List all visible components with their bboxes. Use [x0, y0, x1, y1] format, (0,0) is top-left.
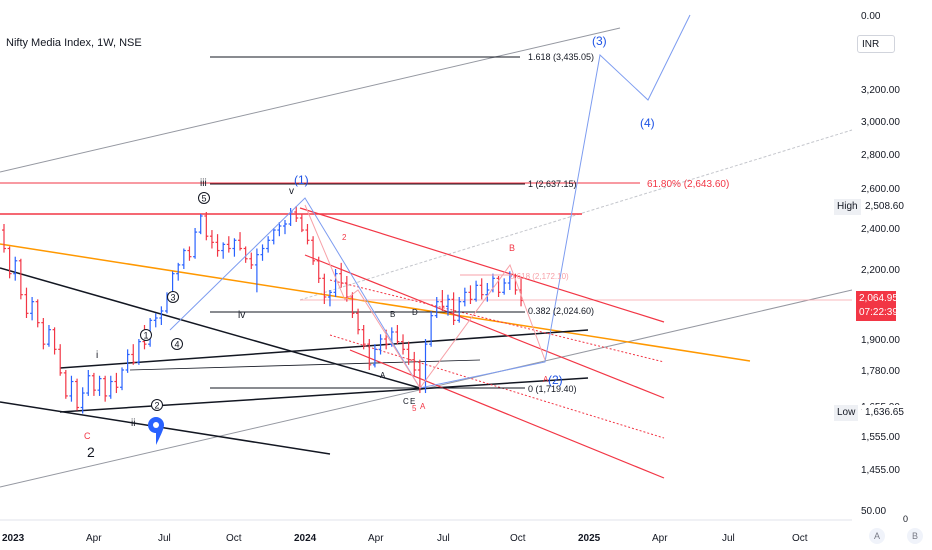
- currency-badge[interactable]: INR: [857, 35, 895, 53]
- x-tick-label: Oct: [510, 533, 526, 544]
- red-dotted-channel-1: [329, 279, 665, 363]
- orange-trendline: [0, 243, 751, 362]
- circled-wave-label: 1: [143, 331, 148, 341]
- x-tick-label: 2024: [294, 533, 317, 544]
- black-wave-label: v: [289, 186, 294, 197]
- black-wave-label: i: [96, 350, 98, 361]
- axis-zero-label: 0: [903, 514, 909, 524]
- black-small-label: E: [410, 397, 415, 406]
- wave-labels: 1.618 (3,435.05) 1 (2,637.15) 0.382 (2,024…: [84, 34, 729, 460]
- black-trendline-lower: [0, 401, 331, 455]
- red-wave-label: A: [543, 375, 549, 384]
- x-tick-label: Oct: [792, 533, 808, 544]
- time-axis[interactable]: 2023 Apr Jul Oct 2024 Apr Jul Oct 2025 Apr Jul Oct: [0, 519, 852, 544]
- x-tick-label: Jul: [722, 533, 735, 544]
- inner-fib-label: 0.618 (2,172.10): [510, 272, 569, 281]
- red-wave-label: C: [84, 431, 91, 441]
- blue-wave-label: (3): [592, 34, 607, 48]
- y-tick-label: 1,455.00: [861, 465, 900, 476]
- blue-wave-label: (4): [640, 116, 655, 130]
- x-tick-label: Oct: [226, 533, 242, 544]
- low-label: Low: [834, 405, 859, 421]
- circled-wave-label: 2: [154, 401, 159, 411]
- black-wave-label: 2: [87, 444, 95, 460]
- red-wave-label: A: [420, 402, 426, 411]
- fib-level-label: 1.618 (3,435.05): [528, 52, 594, 62]
- black-small-label: D: [412, 308, 418, 317]
- black-thin-line: [129, 359, 481, 371]
- log-scale-button[interactable]: B: [907, 528, 923, 544]
- black-small-label: A: [380, 371, 386, 380]
- black-channel-top: [59, 329, 589, 369]
- y-tick-label: 2,600.00: [861, 184, 900, 195]
- circled-label-ring: [151, 399, 163, 411]
- map-pin-marker: [148, 417, 164, 445]
- retracement-label: 61.80% (2,643.60): [647, 179, 729, 190]
- black-channel-bottom: [59, 377, 589, 413]
- black-wave-label: iii: [200, 178, 207, 189]
- gray-dotted-line: [299, 129, 853, 301]
- last-price-tag: 2,064.95 07:22:39: [856, 291, 898, 321]
- fib-level-label: 0 (1,719.40): [528, 384, 577, 394]
- circled-wave-label: 4: [174, 340, 179, 350]
- y-tick-label: 3,200.00: [861, 85, 900, 96]
- x-tick-label: 2025: [578, 533, 601, 544]
- blue-wave-label: (2): [548, 373, 563, 387]
- y-tick-label: 50.00: [861, 506, 886, 517]
- y-tick-label: 2,200.00: [861, 265, 900, 276]
- black-trendline-upper: [0, 267, 421, 389]
- y-tick-label: 2,400.00: [861, 224, 900, 235]
- auto-scale-button[interactable]: A: [869, 528, 885, 544]
- chart-grid: [0, 0, 852, 550]
- blue-wave-projection: [169, 14, 691, 389]
- circled-label-ring: [140, 329, 152, 341]
- x-tick-label: Apr: [86, 533, 102, 544]
- black-wave-label: iv: [238, 310, 245, 321]
- x-tick-label: Jul: [437, 533, 450, 544]
- black-small-label: C: [403, 397, 409, 406]
- y-tick-label: 2,800.00: [861, 150, 900, 161]
- red-channel-2: [304, 254, 665, 399]
- y-tick-label: 1,900.00: [861, 335, 900, 346]
- bar-countdown: 07:22:39: [859, 307, 898, 318]
- price-axis[interactable]: 0.00 3,200.00 3,000.00 2,800.00 2,600.00 2,40…: [861, 11, 900, 517]
- x-tick-label: 2023: [2, 533, 25, 544]
- circled-wave-label: 3: [170, 293, 175, 303]
- high-label: High: [834, 199, 861, 215]
- y-tick-label: 0.00: [861, 11, 881, 22]
- black-small-label: B: [390, 310, 395, 319]
- low-value: 1,636.65: [862, 405, 907, 421]
- red-wave-label: 2: [342, 233, 347, 242]
- candles: [2, 206, 524, 414]
- map-pin-hole: [153, 422, 159, 428]
- black-wave-label: ii: [131, 418, 135, 429]
- red-wave-label: 5: [412, 404, 417, 413]
- fib-level-label: 1 (2,637.15): [528, 179, 577, 189]
- red-zigzag-path: [304, 204, 546, 389]
- y-tick-label: 1,555.00: [861, 432, 900, 443]
- gray-channel-upper: [0, 27, 621, 173]
- circled-label-ring: [198, 192, 210, 204]
- blue-wave-label: (1): [294, 173, 309, 187]
- red-wave-label: B: [509, 243, 515, 253]
- y-tick-label: 3,000.00: [861, 117, 900, 128]
- x-tick-label: Jul: [158, 533, 171, 544]
- circled-label-ring: [167, 291, 179, 303]
- last-price-value: 2,064.95: [859, 293, 898, 304]
- circled-label-ring: [171, 338, 183, 350]
- fib-level-label: 0.382 (2,024.60): [528, 306, 594, 316]
- x-tick-label: Apr: [368, 533, 384, 544]
- red-channel-3: [349, 349, 665, 479]
- high-value: 2,508.60: [862, 199, 907, 215]
- y-tick-label: 1,780.00: [861, 366, 900, 377]
- chart-background: [0, 0, 852, 550]
- symbol-title[interactable]: Nifty Media Index, 1W, NSE: [6, 37, 142, 49]
- x-tick-label: Apr: [652, 533, 668, 544]
- wave-overlays: [148, 14, 691, 445]
- red-channel-1: [299, 207, 665, 323]
- circled-wave-label: 5: [201, 194, 206, 204]
